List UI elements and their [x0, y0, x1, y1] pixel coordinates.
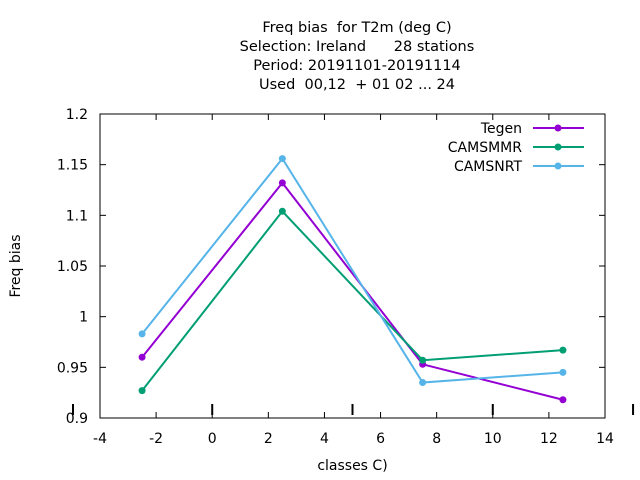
- y-tick-label: 0.9: [66, 411, 88, 427]
- series-line-camsmmr: [141, 209, 563, 392]
- series-point-camsmmr: [559, 346, 567, 354]
- series-point-camsnrt: [559, 368, 567, 376]
- legend-swatch-point: [554, 124, 562, 132]
- legend-label: Tegen: [480, 121, 522, 137]
- chart-title-line: Period: 20191101-20191114: [253, 58, 461, 74]
- y-tick-label: 1.1: [66, 208, 88, 224]
- chart-title: Freq bias for T2m (deg C) Selection: Irel…: [240, 20, 475, 93]
- x-tick-label: 14: [596, 431, 614, 447]
- x-axis-label: classes C): [317, 458, 387, 474]
- x-tick-label: 10: [484, 431, 502, 447]
- chart-title-line: Selection: Ireland 28 stations: [240, 39, 475, 55]
- series-point-tegen: [138, 353, 146, 361]
- legend-swatch-point: [554, 143, 562, 151]
- x-tick-label: 8: [432, 431, 441, 447]
- series-point-camsnrt: [138, 330, 146, 338]
- legend-swatch-point: [554, 162, 562, 170]
- chart-title-line: Used 00,12 + 01 02 ... 24: [259, 77, 455, 93]
- chart-title-line: Freq bias for T2m (deg C): [262, 20, 451, 36]
- y-tick-label: 1.2: [66, 107, 88, 123]
- x-tick-label: -2: [149, 431, 163, 447]
- series-group: [138, 155, 567, 404]
- series-point-camsmmr: [278, 207, 286, 215]
- series-point-tegen: [559, 396, 567, 404]
- plot-frame: [99, 113, 606, 419]
- series-line-tegen: [141, 181, 564, 401]
- series-point-camsmmr: [419, 356, 427, 364]
- x-tick-label: 4: [320, 431, 329, 447]
- x-axis: -4 -2 0 2 4 6 8 10 12 14: [93, 114, 614, 447]
- x-tick-label: 2: [264, 431, 273, 447]
- x-tick-label: 0: [208, 431, 217, 447]
- y-tick-label: 1.05: [57, 259, 88, 275]
- series-point-camsnrt: [419, 379, 427, 387]
- x-tick-label: -4: [93, 431, 107, 447]
- y-axis: 0.9 0.95 1 1.05 1.1 1.15 1.2: [57, 107, 605, 427]
- series-line-camsnrt: [141, 156, 563, 384]
- x-tick-label: 6: [376, 431, 385, 447]
- x-tick-label: 12: [540, 431, 558, 447]
- y-axis-label: Freq bias: [8, 234, 24, 297]
- legend-label: CAMSNRT: [454, 159, 523, 175]
- y-tick-label: 0.95: [57, 360, 88, 376]
- series-point-camsnrt: [278, 155, 286, 163]
- legend: Tegen CAMSMMR CAMSNRT: [448, 121, 584, 175]
- y-tick-label: 1: [79, 310, 88, 326]
- series-point-tegen: [278, 179, 286, 187]
- y-tick-label: 1.15: [57, 158, 88, 174]
- legend-label: CAMSMMR: [448, 140, 522, 156]
- series-point-camsmmr: [138, 387, 146, 395]
